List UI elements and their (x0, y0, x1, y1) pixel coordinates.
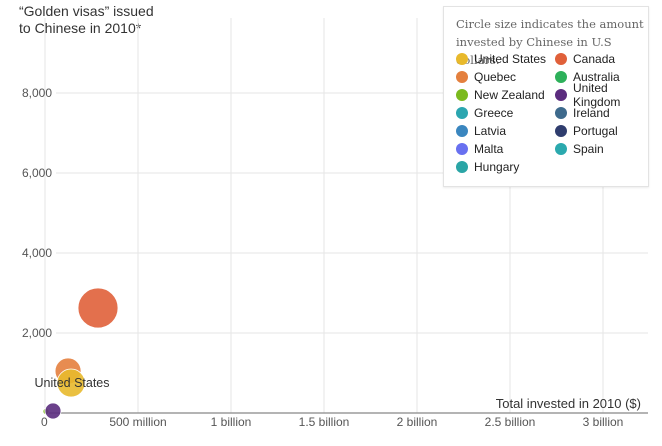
legend-label: Australia (573, 70, 620, 84)
chart-title: “Golden visas” issued to Chinese in 2010… (19, 3, 154, 37)
legend-label: New Zealand (474, 88, 545, 102)
bubbles (42, 287, 119, 420)
x-tick-label: 3 billion (583, 415, 624, 429)
y-tick-label: 8,000 (22, 86, 52, 100)
legend-dot-icon (456, 71, 468, 83)
legend-note-line-1: Circle size indicates the amount (456, 17, 644, 31)
legend-item-portugal[interactable]: Portugal (555, 123, 618, 139)
legend-dot-icon (456, 161, 468, 173)
legend-item-quebec[interactable]: Quebec (456, 69, 516, 85)
legend-item-united-states[interactable]: United States (456, 51, 546, 67)
x-tick-label: 500 million (109, 415, 166, 429)
bubble-united-states[interactable] (56, 368, 86, 398)
y-tick-label: 2,000 (22, 326, 52, 340)
x-tick-label: 0 (41, 415, 48, 429)
legend-label: Canada (573, 52, 616, 66)
legend-label: Ireland (573, 106, 610, 120)
bubble-canada[interactable] (77, 287, 119, 329)
legend-item-australia[interactable]: Australia (555, 69, 620, 85)
legend-dot-icon (456, 53, 468, 65)
legend-label: Hungary (474, 160, 520, 174)
legend-dot-icon (456, 125, 468, 137)
legend-item-ireland[interactable]: Ireland (555, 105, 610, 121)
legend-dot-icon (555, 143, 567, 155)
y-tick-labels: 2,000 4,000 6,000 8,000 (22, 86, 52, 340)
legend-label: Spain (573, 142, 604, 156)
legend-item-latvia[interactable]: Latvia (456, 123, 506, 139)
legend-item-new-zealand[interactable]: New Zealand (456, 87, 545, 103)
legend-item-malta[interactable]: Malta (456, 141, 503, 157)
bubble-united-kingdom[interactable] (44, 402, 62, 420)
legend-dot-icon (555, 125, 567, 137)
legend-label: United Kingdom (573, 81, 621, 109)
legend-item-hungary[interactable]: Hungary (456, 159, 519, 175)
x-tick-label: 1.5 billion (299, 415, 350, 429)
x-axis-label: Total invested in 2010 ($) (496, 396, 641, 411)
chart-title-line-2: to Chinese in 2010* (19, 20, 142, 36)
legend-dot-icon (456, 107, 468, 119)
legend-label: Quebec (474, 70, 517, 84)
x-tick-labels: 0 500 million 1 billion 1.5 billion 2 billio… (41, 415, 623, 429)
legend-label: Portugal (573, 124, 618, 138)
y-tick-label: 6,000 (22, 166, 52, 180)
legend-note: Circle size indicates the amount investe… (456, 15, 646, 69)
annotation-united-states: United States (34, 376, 109, 390)
legend-item-greece[interactable]: Greece (456, 105, 513, 121)
chart-title-line-1: “Golden visas” issued (19, 3, 154, 19)
x-tick-label: 2 billion (397, 415, 438, 429)
legend-dot-icon (555, 107, 567, 119)
legend-item-united-kingdom[interactable]: United Kingdom (555, 81, 648, 109)
legend-dot-icon (555, 53, 567, 65)
legend-label: Latvia (474, 124, 507, 138)
legend-item-spain[interactable]: Spain (555, 141, 604, 157)
legend-dot-icon (456, 89, 468, 101)
legend-dot-icon (555, 71, 567, 83)
legend-label: Greece (474, 106, 514, 120)
legend-dot-icon (555, 89, 567, 101)
legend: Circle size indicates the amount investe… (443, 6, 649, 187)
legend-label: Malta (474, 142, 504, 156)
legend-item-canada[interactable]: Canada (555, 51, 615, 67)
legend-label: United States (474, 52, 547, 66)
x-tick-label: 1 billion (211, 415, 252, 429)
x-tick-label: 2.5 billion (485, 415, 536, 429)
legend-dot-icon (456, 143, 468, 155)
y-tick-label: 4,000 (22, 246, 52, 260)
